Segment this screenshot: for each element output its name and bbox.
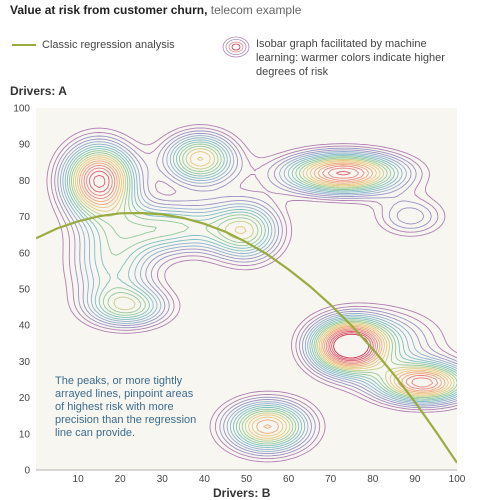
legend-isobar-swatch bbox=[222, 36, 250, 58]
y-tick-label: 100 bbox=[13, 104, 30, 115]
x-tick-label: 20 bbox=[115, 474, 127, 485]
legend-isobar-line1: Isobar graph facilitated by machine bbox=[256, 38, 427, 50]
isobar-contour-line bbox=[59, 135, 457, 452]
x-tick-label: 10 bbox=[73, 474, 85, 485]
x-tick-label: 30 bbox=[157, 474, 169, 485]
x-tick-label: 50 bbox=[241, 474, 253, 485]
y-tick-label: 20 bbox=[19, 393, 31, 404]
isobar-contours bbox=[46, 124, 457, 463]
x-axis-label: Drivers: B bbox=[213, 486, 271, 500]
legend-isobar-line2: learning: warmer colors indicate higher bbox=[256, 52, 445, 64]
isobar-contour-line bbox=[64, 139, 457, 449]
isobar-contour-line bbox=[72, 148, 455, 441]
regression-line bbox=[36, 211, 457, 464]
y-axis-ticks: 0 10 20 30 40 50 60 70 80 90 100 bbox=[13, 104, 30, 477]
chart-title-bold: Value at risk from customer churn, bbox=[10, 3, 208, 17]
isobar-contour-line bbox=[46, 124, 457, 463]
isobar-contour-line bbox=[79, 160, 446, 434]
isobar-contour-line bbox=[83, 164, 439, 390]
isobar-contour-line bbox=[74, 151, 452, 439]
annotation-line5: line can provide. bbox=[55, 427, 136, 439]
regression-layer bbox=[36, 211, 457, 464]
y-tick-label: 40 bbox=[19, 321, 31, 332]
chart-title: Value at risk from customer churn, telec… bbox=[10, 3, 301, 17]
x-tick-label: 100 bbox=[449, 474, 466, 485]
x-tick-label: 70 bbox=[325, 474, 337, 485]
isobar-contour-line bbox=[66, 141, 457, 447]
annotation-line4: precision than the regression bbox=[55, 414, 197, 426]
x-tick-label: 40 bbox=[199, 474, 211, 485]
annotation-line2: arrayed lines, pinpoint areas bbox=[55, 388, 194, 400]
y-tick-label: 50 bbox=[19, 285, 31, 296]
y-tick-label: 10 bbox=[19, 429, 31, 440]
y-tick-label: 60 bbox=[19, 248, 31, 259]
isobar-contour-line bbox=[85, 167, 434, 388]
x-tick-label: 80 bbox=[367, 474, 379, 485]
isobar-contour-line bbox=[50, 127, 457, 460]
isobar-contour-line bbox=[81, 162, 443, 429]
legend-regression-swatch bbox=[12, 44, 36, 46]
y-tick-label: 0 bbox=[24, 466, 30, 477]
isobar-contour-line bbox=[68, 143, 457, 445]
isobar-contour-line bbox=[57, 132, 457, 455]
y-tick-label: 80 bbox=[19, 176, 31, 187]
y-tick-label: 90 bbox=[19, 140, 31, 151]
x-tick-label: 60 bbox=[283, 474, 295, 485]
y-axis-label: Drivers: A bbox=[10, 84, 67, 98]
x-tick-label: 90 bbox=[409, 474, 421, 485]
isobar-contour-line bbox=[76, 156, 449, 437]
x-axis-ticks: 10 20 30 40 50 60 70 80 90 100 bbox=[73, 474, 466, 485]
legend-isobar-label: Isobar graph facilitated by machine lear… bbox=[256, 37, 445, 79]
isobar-contour-line bbox=[70, 145, 457, 443]
annotation-note: The peaks, or more tightly arrayed lines… bbox=[55, 375, 205, 440]
y-tick-label: 30 bbox=[19, 357, 31, 368]
chart-subtitle: telecom example bbox=[207, 3, 302, 17]
y-tick-label: 70 bbox=[19, 212, 31, 223]
annotation-line1: The peaks, or more tightly bbox=[55, 375, 183, 387]
legend-regression-label: Classic regression analysis bbox=[42, 39, 175, 51]
isobar-contour-line bbox=[62, 137, 457, 450]
legend-isobar-line3: degrees of risk bbox=[256, 66, 329, 78]
annotation-line3: of highest risk with more bbox=[55, 401, 174, 413]
